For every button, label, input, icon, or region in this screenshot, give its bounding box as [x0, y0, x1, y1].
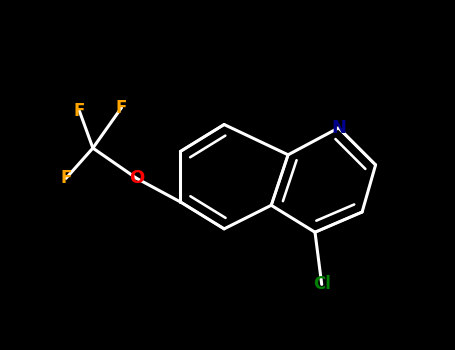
Text: Cl: Cl: [313, 275, 331, 293]
Text: F: F: [116, 99, 127, 117]
Text: O: O: [129, 169, 144, 187]
Text: N: N: [331, 119, 346, 137]
Text: F: F: [60, 169, 71, 187]
Text: F: F: [74, 102, 85, 120]
